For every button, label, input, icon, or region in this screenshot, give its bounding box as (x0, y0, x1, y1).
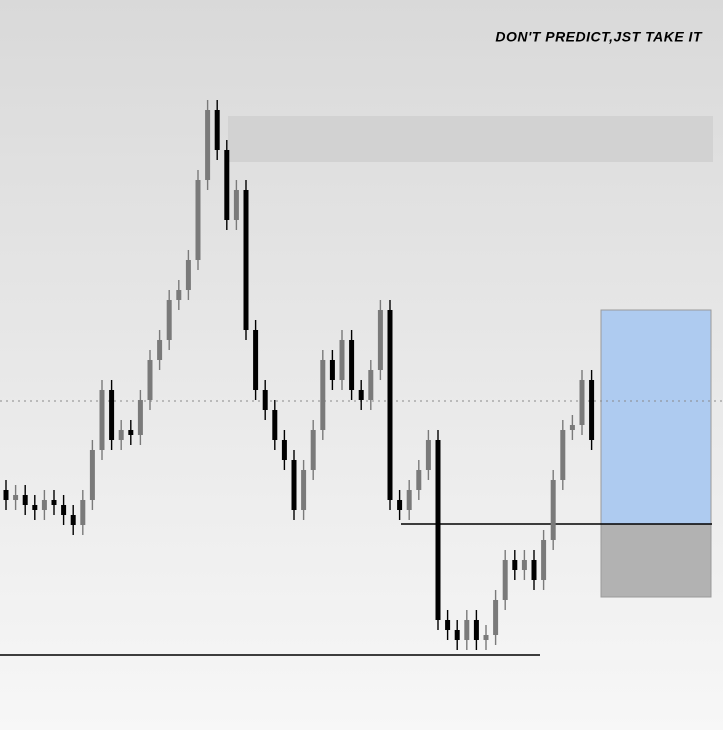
candle-body (521, 560, 527, 570)
candle-body (137, 400, 143, 435)
candle-body (483, 635, 489, 640)
candle-body (272, 410, 278, 440)
candle-body (22, 495, 28, 505)
candle-body (291, 460, 297, 510)
candle-body (253, 330, 259, 390)
candle-body (185, 260, 191, 290)
candle-body (550, 480, 556, 540)
candle-body (579, 380, 585, 425)
candle-body (166, 300, 172, 340)
candle-body (512, 560, 518, 570)
candle-body (301, 470, 307, 510)
chart-title: DON'T PREDICT,JST TAKE IT (495, 29, 703, 45)
candle-body (214, 110, 220, 150)
candle-body (435, 440, 441, 620)
candle-body (541, 540, 547, 580)
zone (228, 116, 713, 162)
candle-body (454, 630, 460, 640)
zone (600, 309, 712, 525)
candle-body (531, 560, 537, 580)
candle-body (262, 390, 268, 410)
candle-body (109, 390, 115, 440)
candle-body (89, 450, 95, 500)
candle-body (157, 340, 163, 360)
candle-body (118, 430, 124, 440)
candle-body (502, 560, 508, 600)
candle-body (205, 110, 211, 180)
candle-body (368, 370, 374, 400)
candle-body (560, 430, 566, 480)
candle-body (329, 360, 335, 380)
candle-body (195, 180, 201, 260)
candle-body (310, 430, 316, 470)
candle-body (51, 500, 57, 505)
candle-body (224, 150, 230, 220)
candle-body (473, 620, 479, 640)
candle-body (61, 505, 67, 515)
candles (3, 100, 595, 650)
candle-body (464, 620, 470, 640)
candle-body (147, 360, 153, 400)
candle-body (387, 310, 393, 500)
candle-body (13, 495, 19, 500)
candle-body (445, 620, 451, 630)
candle-body (3, 490, 9, 500)
candle-body (493, 600, 499, 635)
candle-body (425, 440, 431, 470)
zone (600, 523, 712, 598)
candle-body (569, 425, 575, 430)
candle-body (349, 340, 355, 390)
candle-body (176, 290, 182, 300)
candle-body (397, 500, 403, 510)
candle-body (32, 505, 38, 510)
candle-body (41, 500, 47, 510)
candle-body (406, 490, 412, 510)
candle-body (320, 360, 326, 430)
candle-body (99, 390, 105, 450)
candle-body (243, 190, 249, 330)
candle-body (128, 430, 134, 435)
candle-body (339, 340, 345, 380)
candle-body (233, 190, 239, 220)
candle-body (70, 515, 76, 525)
zones (228, 116, 713, 598)
candle-body (281, 440, 287, 460)
candle-body (80, 500, 86, 525)
candle-body (416, 470, 422, 490)
candle-body (358, 390, 364, 400)
candle-body (377, 310, 383, 370)
candle-body (589, 380, 595, 440)
